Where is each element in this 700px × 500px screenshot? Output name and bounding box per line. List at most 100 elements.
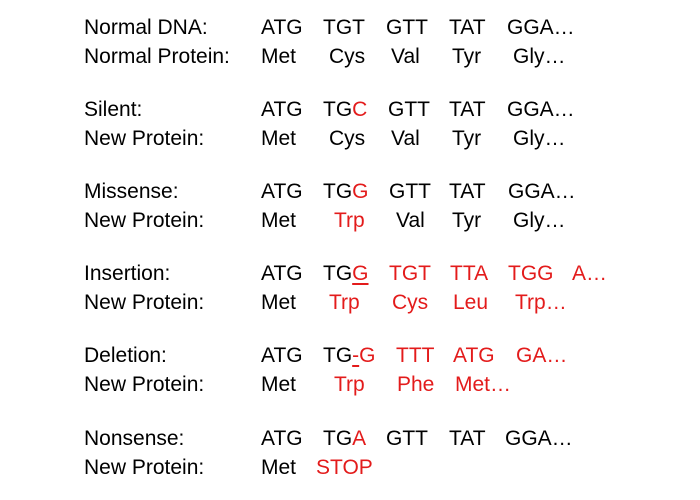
highlighted-text: A bbox=[352, 427, 367, 450]
token-text: Tyr bbox=[452, 209, 482, 232]
deletion-protein-row: New Protein: Met Trp Phe Met… bbox=[0, 370, 700, 400]
insertion-protein-row: New Protein: Met Trp Cys Leu Trp… bbox=[0, 288, 700, 318]
row-label: Insertion: bbox=[84, 262, 171, 285]
token-text: GGA… bbox=[505, 427, 573, 450]
token-text: Met bbox=[261, 373, 297, 396]
highlighted-text: - bbox=[352, 344, 360, 367]
codon-token: TGT bbox=[323, 13, 365, 43]
codon-token: Trp bbox=[334, 206, 365, 236]
row-label: New Protein: bbox=[84, 127, 205, 150]
highlighted-text: Trp bbox=[334, 373, 365, 396]
token-text: Tyr bbox=[452, 127, 482, 150]
token-text: Met bbox=[261, 456, 297, 479]
highlighted-text: Phe bbox=[397, 373, 435, 396]
codon-token: Trp… bbox=[515, 288, 567, 318]
codon-token: GGA… bbox=[505, 424, 573, 454]
row-label: New Protein: bbox=[84, 373, 205, 396]
codon-token: Cys bbox=[329, 124, 365, 154]
highlighted-text: C bbox=[352, 98, 368, 121]
highlighted-text: TTA bbox=[450, 262, 489, 285]
row-label: Normal DNA: bbox=[84, 16, 208, 39]
token-text: TG bbox=[323, 98, 353, 121]
token-text: GTT bbox=[389, 180, 431, 203]
token-text: Val bbox=[391, 127, 420, 150]
codon-token: Tyr bbox=[452, 42, 481, 72]
token-text: Cys bbox=[329, 45, 366, 68]
highlighted-text: Trp bbox=[334, 209, 365, 232]
token-text: TAT bbox=[449, 427, 486, 450]
token-text: ATG bbox=[261, 180, 303, 203]
normal-dna-row: Normal DNA: ATG TGT GTT TAT GGA… bbox=[0, 13, 700, 43]
codon-token: TGG bbox=[323, 177, 369, 207]
missense-dna-row: Missense: ATG TGG GTT TAT GGA… bbox=[0, 177, 700, 207]
token-text: Gly… bbox=[513, 45, 566, 68]
deletion-dna-row: Deletion: ATG TG-G TTT ATG GA… bbox=[0, 341, 700, 371]
token-text: TG bbox=[323, 180, 353, 203]
codon-token: Met bbox=[261, 42, 296, 72]
codon-token: TTA bbox=[450, 259, 488, 289]
token-text: TG bbox=[323, 344, 353, 367]
highlighted-text: ATG bbox=[453, 344, 495, 367]
codon-token: TGG bbox=[323, 259, 369, 289]
codon-token: Gly… bbox=[513, 124, 566, 154]
token-text: GGA… bbox=[507, 16, 575, 39]
token-text: Met bbox=[261, 127, 297, 150]
codon-token: ATG bbox=[261, 95, 303, 125]
codon-token: ATG bbox=[261, 341, 303, 371]
token-text: Val bbox=[391, 45, 420, 68]
silent-protein-row: New Protein: Met Cys Val Tyr Gly… bbox=[0, 124, 700, 154]
row-label: Missense: bbox=[84, 180, 179, 203]
highlighted-text: G bbox=[352, 180, 369, 203]
row-label: New Protein: bbox=[84, 209, 205, 232]
codon-token: Met bbox=[261, 206, 296, 236]
codon-token: GTT bbox=[388, 95, 430, 125]
codon-token: STOP bbox=[316, 453, 373, 483]
codon-token: ATG bbox=[261, 177, 303, 207]
token-text: GGA… bbox=[507, 98, 575, 121]
highlighted-text: Trp bbox=[329, 291, 360, 314]
codon-token: Tyr bbox=[452, 206, 481, 236]
codon-token: GGA… bbox=[508, 177, 576, 207]
codon-token: TGG bbox=[508, 259, 554, 289]
codon-token: Trp bbox=[329, 288, 360, 318]
token-text: ATG bbox=[261, 98, 303, 121]
codon-token: Val bbox=[391, 124, 420, 154]
codon-token: Met bbox=[261, 453, 296, 483]
token-text: TG bbox=[323, 427, 353, 450]
missense-protein-row: New Protein: Met Trp Val Tyr Gly… bbox=[0, 206, 700, 236]
token-text: GGA… bbox=[508, 180, 576, 203]
codon-token: TGA bbox=[323, 424, 366, 454]
token-text: Tyr bbox=[452, 45, 482, 68]
token-text: ATG bbox=[261, 344, 303, 367]
token-text: Met bbox=[261, 45, 297, 68]
row-label: New Protein: bbox=[84, 456, 205, 479]
highlighted-text: TTT bbox=[396, 344, 435, 367]
row-label: Nonsense: bbox=[84, 427, 185, 450]
highlighted-text: STOP bbox=[316, 456, 373, 479]
token-text: ATG bbox=[261, 16, 303, 39]
highlighted-text: TGG bbox=[508, 262, 554, 285]
token-text: ATG bbox=[261, 427, 303, 450]
highlighted-text: Trp… bbox=[515, 291, 567, 314]
codon-token: TAT bbox=[449, 13, 486, 43]
codon-token: Met bbox=[261, 370, 296, 400]
highlighted-text: GA… bbox=[516, 344, 568, 367]
codon-token: TTT bbox=[396, 341, 434, 371]
codon-token: ATG bbox=[453, 341, 495, 371]
highlighted-text: Cys bbox=[392, 291, 429, 314]
highlighted-text: G bbox=[352, 262, 369, 285]
codon-token: TGC bbox=[323, 95, 367, 125]
highlighted-text: TGT bbox=[389, 262, 431, 285]
codon-token: ATG bbox=[261, 13, 303, 43]
token-text: TAT bbox=[449, 98, 486, 121]
row-label: New Protein: bbox=[84, 291, 205, 314]
token-text: ATG bbox=[261, 262, 303, 285]
codon-token: Phe bbox=[397, 370, 434, 400]
codon-token: A… bbox=[572, 259, 607, 289]
token-text: TAT bbox=[449, 16, 486, 39]
codon-token: ATG bbox=[261, 424, 303, 454]
silent-dna-row: Silent: ATG TGC GTT TAT GGA… bbox=[0, 95, 700, 125]
token-text: Gly… bbox=[513, 127, 566, 150]
codon-token: Leu bbox=[453, 288, 488, 318]
